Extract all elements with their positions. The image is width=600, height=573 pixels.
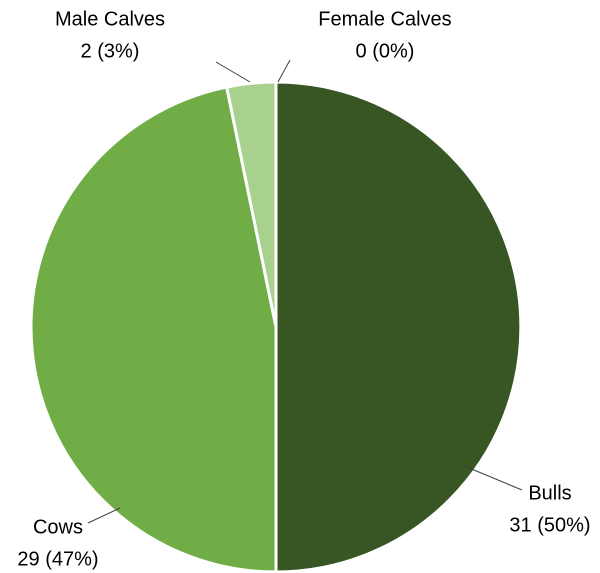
leader-line [461,464,523,491]
value-label: 29 (47%) [17,548,98,570]
pie-slice [274,80,523,573]
category-label: Male Calves [55,8,165,30]
value-label: 2 (3%) [81,40,140,62]
value-label: 0 (0%) [356,40,415,62]
category-label: Cows [33,516,83,538]
category-label: Female Calves [318,8,451,30]
leader-line [215,61,251,83]
value-label: 31 (50%) [509,514,590,536]
pie-slice [29,85,278,573]
category-label: Bulls [528,482,571,504]
leader-line [277,59,291,83]
leader-line [87,507,121,524]
